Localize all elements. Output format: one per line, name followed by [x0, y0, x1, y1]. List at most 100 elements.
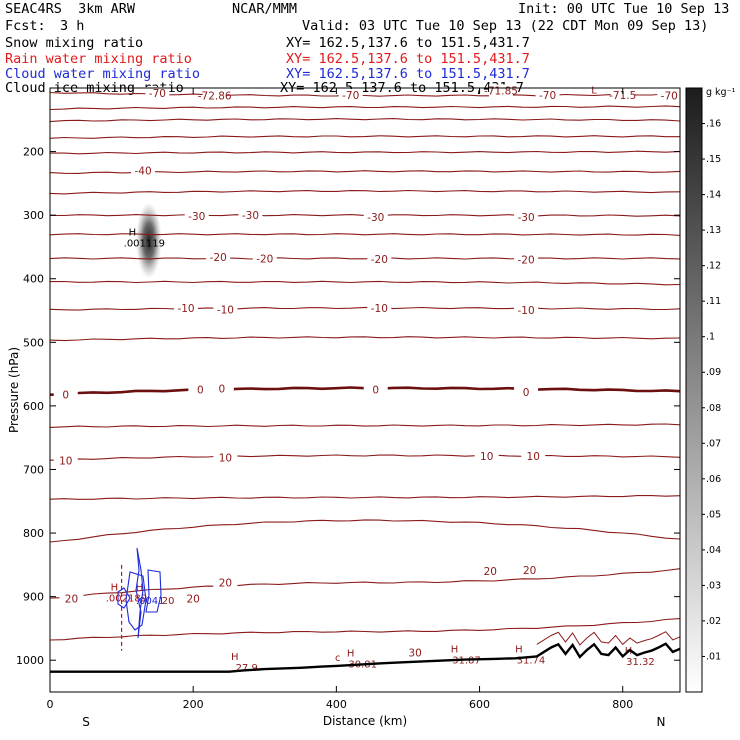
endpoint-left-label: S: [82, 715, 90, 729]
y-tick-label: 600: [23, 400, 44, 413]
colorbar-tick-label: .12: [706, 261, 721, 272]
colorbar-tick-label: .15: [706, 154, 721, 165]
cloud-water-contour: [135, 547, 144, 639]
extra-label: 20: [162, 596, 175, 607]
y-tick-label: 1000: [16, 654, 44, 667]
contour-label: -20: [256, 253, 273, 265]
contour-label-bg: [403, 646, 428, 659]
high-value: .001119: [124, 239, 165, 250]
warm-contour-near-terrain: [536, 631, 681, 646]
contour-label-bg: [517, 563, 542, 576]
contour-label-bg: [514, 385, 539, 398]
contour-label-bg: [367, 301, 392, 314]
contour-label: 10: [480, 451, 493, 463]
contour-label: 20: [523, 565, 536, 577]
field-snow-xy: XY= 162.5,137.6 to 151.5,431.7: [286, 35, 530, 51]
field-rain-xy: XY= 162.5,137.6 to 151.5,431.7: [286, 51, 530, 67]
y-axis-label: Pressure (hPa): [7, 347, 21, 433]
contour-label-bg: [213, 451, 238, 464]
forecast-label: Fcst:: [5, 18, 46, 34]
temperature-contour-line: [50, 150, 681, 155]
cloud-water-contours-layer: [117, 547, 162, 651]
terrain-layer: [50, 631, 681, 673]
contour-label: -20: [518, 255, 535, 267]
colorbar-tick-label: .07: [706, 438, 721, 449]
contour-label-bg: [367, 253, 392, 266]
x-tick-label: 600: [469, 698, 490, 711]
contour-label-bg: [59, 592, 84, 605]
cloud-water-contour: [117, 587, 131, 609]
high-marker: H: [515, 645, 523, 656]
cloud-water-contour: [145, 569, 162, 613]
y-tick-label: 900: [23, 591, 44, 604]
contour-label: -72.86: [198, 91, 232, 103]
temperature-contour-line: [49, 280, 681, 286]
high-value: 31.87: [452, 656, 481, 667]
contour-label: -30: [188, 211, 205, 223]
contour-label-bg: [184, 209, 209, 222]
x-tick-label: 0: [47, 698, 54, 711]
contour-label-bg: [53, 388, 78, 401]
contour-label-bg: [514, 303, 539, 316]
temperature-contour-line: [49, 495, 681, 500]
temperature-contour-line: [49, 454, 681, 461]
contour-label-bg: [252, 252, 277, 265]
contour-label: -30: [242, 210, 259, 222]
contour-label-bg: [145, 87, 170, 100]
extra-label: L: [591, 85, 597, 96]
colorbar: [685, 87, 703, 693]
contour-label: 20: [186, 594, 199, 606]
contour-label-bg: [535, 88, 560, 101]
y-tick-label: 300: [23, 209, 44, 222]
snow-max-shading: [135, 202, 162, 279]
contour-label-bg: [521, 450, 546, 463]
endpoint-right-label: N: [657, 715, 666, 729]
colorbar-tick-label: .05: [706, 509, 721, 520]
contour-label: -10: [217, 304, 234, 316]
high-marker: H: [129, 228, 137, 239]
x-tick-label: 800: [612, 698, 633, 711]
high-value: 27.9: [236, 663, 258, 674]
colorbar-tick-label: .09: [706, 367, 721, 378]
temperature-contour-line: [49, 519, 681, 543]
contour-label: -10: [177, 303, 194, 315]
valid-time: Valid: 03 UTC Tue 10 Sep 13 (22 CDT Mon …: [302, 18, 709, 34]
temperature-contour-line: [49, 423, 681, 428]
x-tick-label: 400: [326, 698, 347, 711]
temperature-contour-line: [49, 118, 681, 123]
contour-label: -70: [539, 90, 556, 102]
contour-label: -10: [518, 305, 535, 317]
contour-label: 20: [65, 594, 78, 606]
temperature-contour-line: [49, 91, 680, 97]
x-tick-label: 200: [183, 698, 204, 711]
colorbar-tick-label: .1: [706, 332, 715, 343]
temperature-contour-line: [49, 618, 681, 641]
org-name: NCAR/MMM: [232, 1, 298, 17]
contour-label-bg: [238, 209, 263, 222]
contour-label-bg: [363, 211, 388, 224]
colorbar-tick-label: .16: [706, 119, 721, 130]
contour-label-bg: [174, 301, 199, 314]
y-tick-label: 200: [23, 146, 44, 159]
colorbar-tick-label: .04: [706, 545, 721, 556]
colorbar-units: g kg⁻¹: [706, 87, 736, 98]
plot-frame: [49, 87, 681, 693]
contour-label: 10: [219, 452, 232, 464]
contour-labels-layer: -72.86 -70 -70 -71.85 -70 -71.5 -70 -40 -30 -30 -3…: [53, 84, 682, 674]
temperature-contour-line: [49, 189, 681, 195]
high-value: 31.74: [517, 656, 546, 667]
contour-label-bg: [53, 454, 78, 467]
contour-label-bg: [610, 88, 635, 101]
temperature-contour-line: [49, 233, 681, 236]
contour-label: -70: [149, 88, 166, 100]
contour-label-bg: [514, 211, 539, 224]
contour-label: 0: [218, 384, 225, 396]
contour-label-bg: [181, 592, 206, 605]
contour-label: -20: [210, 252, 227, 264]
contour-label: 30: [408, 648, 421, 660]
field-cloudwater-name: Cloud water mixing ratio: [5, 66, 201, 82]
high-value: 31.32: [626, 657, 655, 668]
y-tick-label: 500: [23, 336, 44, 349]
